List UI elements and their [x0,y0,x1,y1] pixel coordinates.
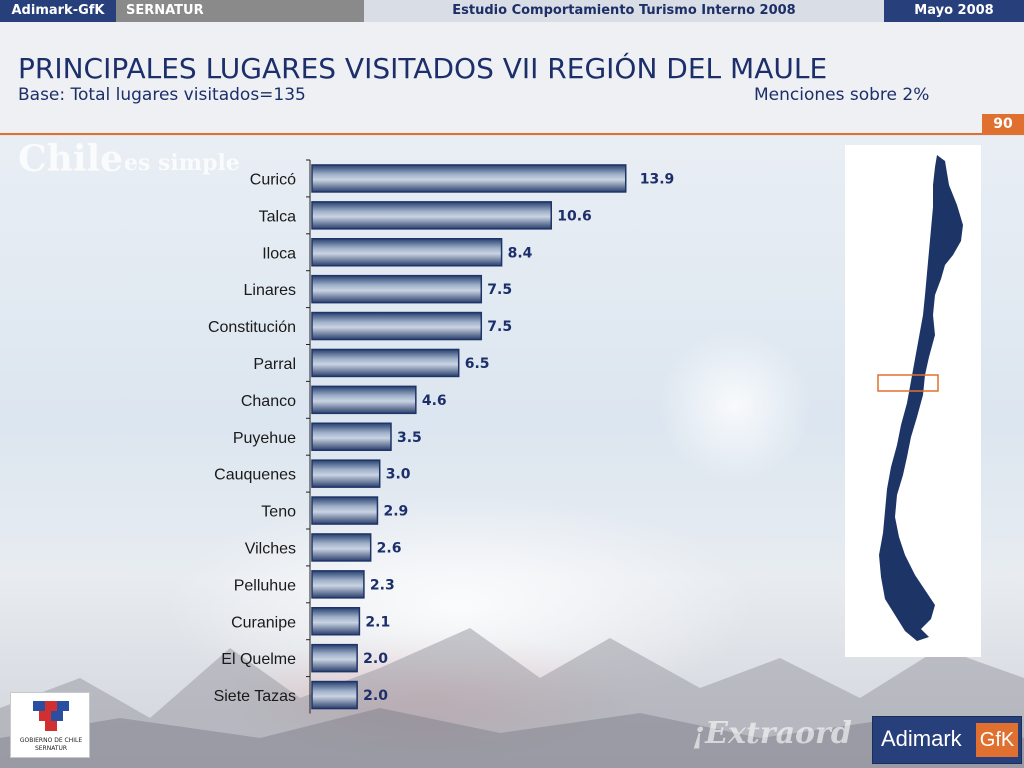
category-label: Teno [261,504,296,521]
bar-3 [311,274,483,304]
background-tree [660,326,810,486]
bar-11 [311,570,365,599]
value-label: 10.6 [557,208,592,224]
page-title: PRINCIPALES LUGARES VISITADOS VII REGIÓN… [18,52,828,85]
value-label: 6.5 [465,356,490,372]
chile-map-graphic [877,155,963,641]
bar-4 [311,311,483,341]
bar-chart: Curicó 13.9 Talca 10.6 Iloca 8.4 Linares 7.5 Con… [208,159,675,714]
category-label: El Quelme [221,651,296,668]
background-word-extraordinario: ¡Extraord [692,716,852,751]
study-title: Estudio Comportamiento Turismo Interno 2… [364,0,884,22]
mentions-note: Menciones sobre 2% [754,85,930,105]
brand-label: Adimark-GfK [0,0,116,22]
background-mountains [0,628,1024,768]
value-label: 8.4 [508,245,533,261]
bar-2 [311,238,503,267]
category-label: Curanipe [231,614,296,631]
category-label: Talca [259,208,296,225]
value-label: 7.5 [487,282,512,298]
category-label: Vilches [245,540,296,557]
value-label: 2.9 [383,504,408,520]
value-label: 2.0 [363,688,388,704]
value-label: 7.5 [487,319,512,335]
bar-6 [311,385,417,415]
background-word-tagline: es simple [124,150,240,176]
government-logo: GOBIERNO DE CHILE SERNATUR [10,692,90,758]
bar-0 [311,164,627,193]
chile-map [845,145,981,657]
base-note: Base: Total lugares visitados=135 [18,85,306,105]
category-label: Constitución [208,319,296,336]
value-label: 2.6 [377,540,402,556]
category-label: Linares [244,282,296,299]
page-number: 90 [982,114,1024,135]
category-label: Siete Tazas [214,688,296,705]
gfk-wordmark: GfK [976,723,1018,757]
value-label: 4.6 [422,393,447,409]
adimark-gfk-logo: Adimark GfK [872,716,1022,764]
category-label: Puyehue [233,430,296,447]
bar-9 [311,496,379,525]
adimark-wordmark: Adimark [881,726,962,751]
category-label: Curicó [250,171,296,188]
header-divider [0,133,1024,135]
bar-7 [311,422,392,451]
value-label: 13.9 [640,171,675,187]
value-label: 2.3 [370,577,395,593]
value-label: 3.5 [397,430,422,446]
category-label: Parral [253,356,296,373]
bar-13 [311,643,358,673]
bar-14 [311,680,358,710]
category-label: Iloca [262,245,296,262]
bar-1 [311,201,553,230]
report-date: Mayo 2008 [884,0,1024,22]
bar-5 [311,348,460,378]
government-label: GOBIERNO DE CHILE [19,737,83,744]
slide-header: PRINCIPALES LUGARES VISITADOS VII REGIÓN… [0,22,1024,134]
top-bar: Adimark-GfK SERNATUR Estudio Comportamie… [0,0,1024,22]
government-sublabel: SERNATUR [34,745,68,752]
category-label: Chanco [241,393,296,410]
category-label: Cauquenes [214,467,296,484]
category-label: Pelluhue [234,577,296,594]
value-label: 2.0 [363,651,388,667]
bar-12 [311,607,361,636]
bar-8 [311,459,381,488]
client-label: SERNATUR [116,0,364,22]
bar-10 [311,533,372,562]
government-emblem [33,701,69,731]
value-label: 3.0 [386,467,411,483]
value-label: 2.1 [365,614,390,630]
background-word-chile: Chile [18,138,124,180]
